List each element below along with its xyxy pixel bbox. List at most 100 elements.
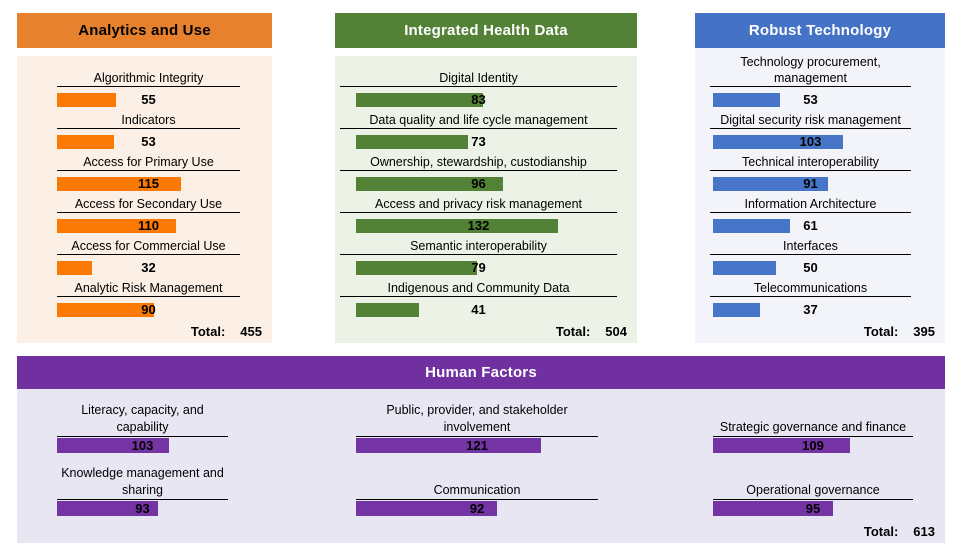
metric-label: Technology procurement, management — [710, 52, 911, 87]
metric-value: 110 — [138, 218, 159, 233]
panel-content: Digital Identity 83 Data quality and life … — [335, 56, 637, 343]
total-row: Total: 504 — [556, 324, 627, 339]
metric-bar — [356, 135, 468, 149]
metric-value: 53 — [141, 134, 156, 149]
metric-value: 103 — [799, 134, 822, 149]
metric-bar — [57, 303, 154, 317]
metric-value: 50 — [803, 260, 818, 275]
metric-label: Literacy, capacity, and capability — [57, 396, 228, 437]
total-value: 395 — [913, 324, 935, 339]
metric-label: Analytic Risk Management — [57, 262, 240, 297]
metric-value: 55 — [141, 92, 156, 107]
metric-value: 95 — [805, 501, 821, 516]
panel-robust-technology: Robust Technology Technology procurement… — [695, 13, 945, 343]
metric-bar — [57, 438, 169, 453]
metric-label: Telecommunications — [710, 262, 911, 297]
panel-title: Analytics and Use — [78, 22, 211, 39]
panel-title: Robust Technology — [748, 22, 892, 39]
metric-bar — [713, 93, 780, 107]
total-row: Total: 395 — [864, 324, 935, 339]
metric-value: 93 — [135, 501, 150, 516]
metric-bar — [713, 261, 776, 275]
metric-label: Indigenous and Community Data — [340, 262, 617, 297]
metric-value: 90 — [141, 302, 156, 317]
metric-bar — [713, 135, 843, 149]
metric-label: Access for Secondary Use — [57, 178, 240, 213]
metric-bar — [713, 501, 833, 516]
metric-label: Access for Commercial Use — [57, 220, 240, 255]
total-label: Total: — [863, 324, 899, 339]
metric-bar — [356, 303, 419, 317]
metric-value: 109 — [802, 438, 824, 453]
metric-bar — [57, 135, 114, 149]
metric-label: Operational governance — [713, 459, 913, 500]
metric-bar — [356, 438, 541, 453]
metric-label: Access for Primary Use — [57, 136, 240, 171]
metric-bar — [713, 219, 790, 233]
metric-value: 73 — [471, 134, 486, 149]
metric-value: 103 — [131, 438, 154, 453]
metric-label: Digital Identity — [340, 52, 617, 87]
metric-value: 121 — [466, 438, 488, 453]
metric-value: 115 — [138, 176, 159, 191]
metric-bar — [713, 438, 850, 453]
metric-label: Interfaces — [710, 220, 911, 255]
metric-label: Communication — [356, 459, 598, 500]
metric-label: Access and privacy risk management — [340, 178, 617, 213]
metric-label: Semantic interoperability — [340, 220, 617, 255]
metric-label: Digital security risk management — [710, 94, 911, 129]
metric-label: Algorithmic Integrity — [57, 52, 240, 87]
metric-bar — [713, 303, 760, 317]
total-label: Total: — [555, 324, 591, 339]
panel-content: Technology procurement, management 53 Digi… — [695, 48, 945, 343]
panel-title: Integrated Health Data — [404, 22, 568, 39]
metric-value: 91 — [803, 176, 818, 191]
metric-value: 83 — [471, 92, 486, 107]
metric-value: 32 — [141, 260, 156, 275]
metric-label: Indicators — [57, 94, 240, 129]
metric-bar — [57, 177, 181, 191]
metric-label: Strategic governance and finance — [713, 396, 913, 437]
panel-integrated-health-data: Integrated Health Data Digital Identity 8… — [335, 13, 637, 343]
metric-label: Knowledge management and sharing — [57, 459, 228, 500]
metric-bar — [356, 501, 497, 516]
total-value: 504 — [605, 324, 627, 339]
metric-bar — [356, 177, 503, 191]
total-row: Total: 455 — [191, 324, 262, 339]
metric-value: 132 — [467, 218, 490, 233]
metric-bar — [57, 93, 116, 107]
metric-bar — [57, 501, 158, 516]
total-value: 455 — [240, 324, 262, 339]
total-label: Total: — [190, 324, 226, 339]
metric-bar — [356, 261, 477, 275]
metric-bar — [713, 177, 828, 191]
metric-label: Data quality and life cycle management — [340, 94, 617, 129]
metric-value: 96 — [471, 176, 486, 191]
panel-content: Literacy, capacity, and capability 103 Kno… — [17, 389, 945, 543]
total-value: 613 — [913, 524, 935, 539]
metric-value: 37 — [803, 302, 818, 317]
panel-analytics-and-use: Analytics and Use Algorithmic Integrity 5… — [17, 13, 272, 343]
panel-content: Algorithmic Integrity 55 Indicators 53 Acces… — [17, 56, 272, 343]
panel-header: Analytics and Use — [17, 13, 272, 48]
panel-header: Robust Technology — [695, 13, 945, 48]
metric-label: Public, provider, and stakeholder involv… — [356, 396, 598, 437]
metric-label: Information Architecture — [710, 178, 911, 213]
panel-human-factors: Human Factors Literacy, capacity, and ca… — [17, 356, 945, 543]
metric-value: 61 — [803, 218, 818, 233]
metric-bar — [356, 93, 483, 107]
metric-label: Ownership, stewardship, custodianship — [340, 136, 617, 171]
metric-bar — [57, 261, 92, 275]
metric-value: 53 — [803, 92, 818, 107]
total-row: Total: 613 — [864, 524, 935, 539]
metric-label: Technical interoperability — [710, 136, 911, 171]
metric-value: 79 — [471, 260, 486, 275]
metric-value: 92 — [469, 501, 485, 516]
metric-value: 41 — [471, 302, 486, 317]
total-label: Total: — [863, 524, 899, 539]
panel-header: Human Factors — [17, 356, 945, 389]
metric-bar — [57, 219, 176, 233]
panel-header: Integrated Health Data — [335, 13, 637, 48]
metric-bar — [356, 219, 558, 233]
